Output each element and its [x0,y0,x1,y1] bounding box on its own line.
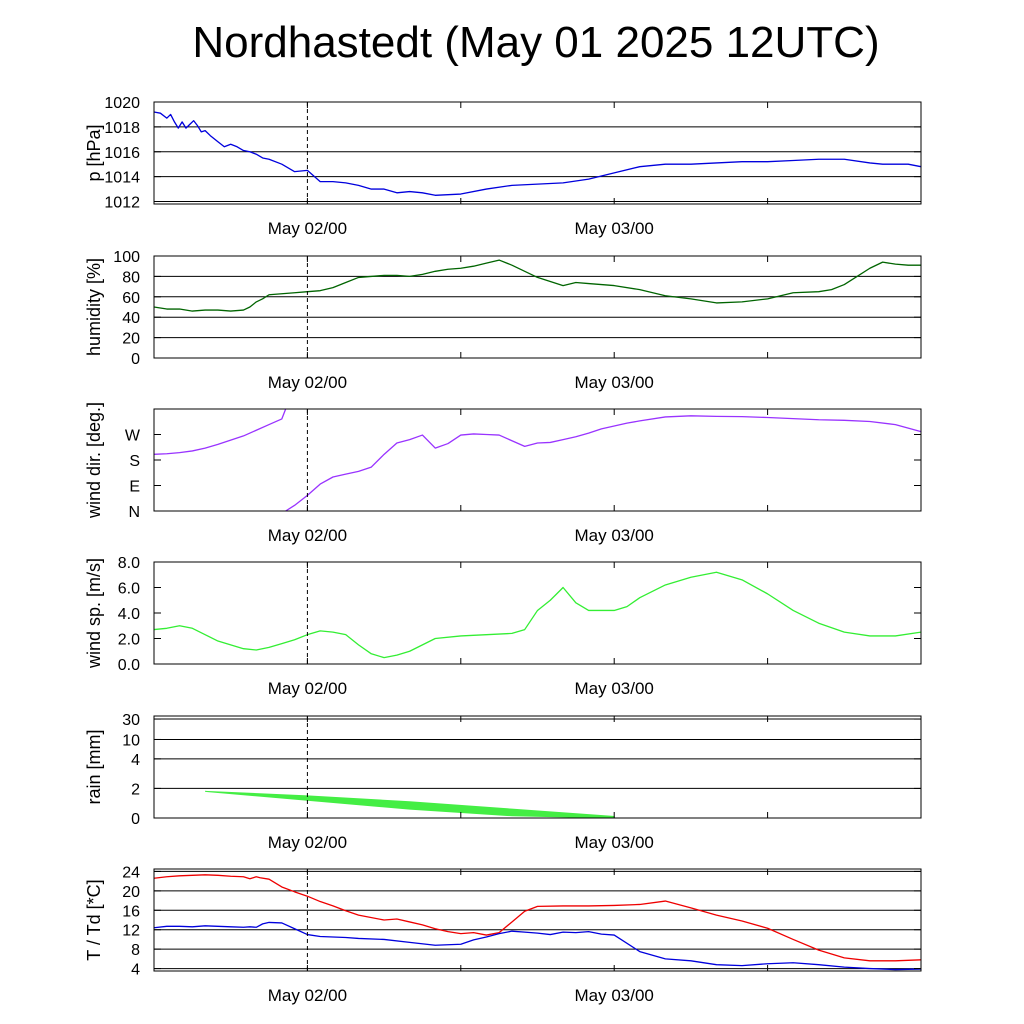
x-tick-label: May 03/00 [575,219,654,238]
y-tick-label: 20 [122,884,140,901]
y-tick-label: 0 [131,351,140,368]
y-axis-label: T / Td [*C] [84,879,104,960]
y-tick-label: 1014 [104,170,140,187]
panel-frame [153,561,922,665]
y-tick-label: 2.0 [118,632,140,649]
series-line [153,874,922,962]
y-tick-label: S [129,453,140,470]
rain-area [205,790,615,819]
y-axis-label: wind sp. [m/s] [84,558,104,669]
y-tick-label: 1012 [104,195,140,212]
y-tick-label: 12 [122,923,140,940]
x-tick-label: May 03/00 [575,679,654,698]
series-line [153,408,287,455]
series-line [153,259,921,312]
y-tick-label: 10 [122,732,140,749]
y-tick-label: 40 [122,310,140,327]
series-line [153,571,922,659]
x-tick-label: May 03/00 [575,373,654,392]
series-line [285,415,922,512]
panel-frame [153,715,922,819]
series-line [153,111,922,196]
y-tick-label: 1020 [104,95,140,112]
panel-frame [153,868,922,972]
series-line [153,921,922,971]
y-axis-label: humidity [%] [84,258,104,356]
y-tick-label: 0 [131,811,140,828]
y-tick-label: 1016 [104,145,140,162]
x-tick-label: May 02/00 [268,679,347,698]
y-tick-label: 80 [122,269,140,286]
y-axis-label: wind dir. [deg.] [84,402,104,519]
y-tick-label: 4 [131,962,140,979]
y-tick-label: 4 [131,752,140,769]
y-tick-label: 8 [131,942,140,959]
x-tick-label: May 03/00 [575,986,654,1005]
y-tick-label: 0.0 [118,657,140,674]
chart-title: Nordhastedt (May 01 2025 12UTC) [192,18,880,67]
y-tick-label: 24 [122,864,140,881]
x-tick-label: May 03/00 [575,526,654,545]
y-axis-label: p [hPa] [84,124,104,181]
y-tick-label: 6.0 [118,581,140,598]
panel-frame [153,255,922,359]
y-tick-label: 100 [113,249,140,266]
x-tick-label: May 02/00 [268,219,347,238]
x-tick-label: May 02/00 [268,986,347,1005]
x-tick-label: May 02/00 [268,526,347,545]
x-tick-label: May 03/00 [575,833,654,852]
y-tick-label: N [128,504,140,521]
y-tick-label: 4.0 [118,606,140,623]
y-tick-label: 60 [122,290,140,307]
y-tick-label: 8.0 [118,555,140,572]
y-axis-label: rain [mm] [84,729,104,804]
x-tick-label: May 02/00 [268,373,347,392]
y-tick-label: W [125,428,141,445]
y-tick-label: E [129,479,140,496]
panel-frame [153,101,922,205]
y-tick-label: 20 [122,331,140,348]
y-tick-label: 1018 [104,120,140,137]
y-tick-label: 2 [131,781,140,798]
y-tick-label: 30 [122,712,140,729]
x-tick-label: May 02/00 [268,833,347,852]
y-tick-label: 16 [122,903,140,920]
